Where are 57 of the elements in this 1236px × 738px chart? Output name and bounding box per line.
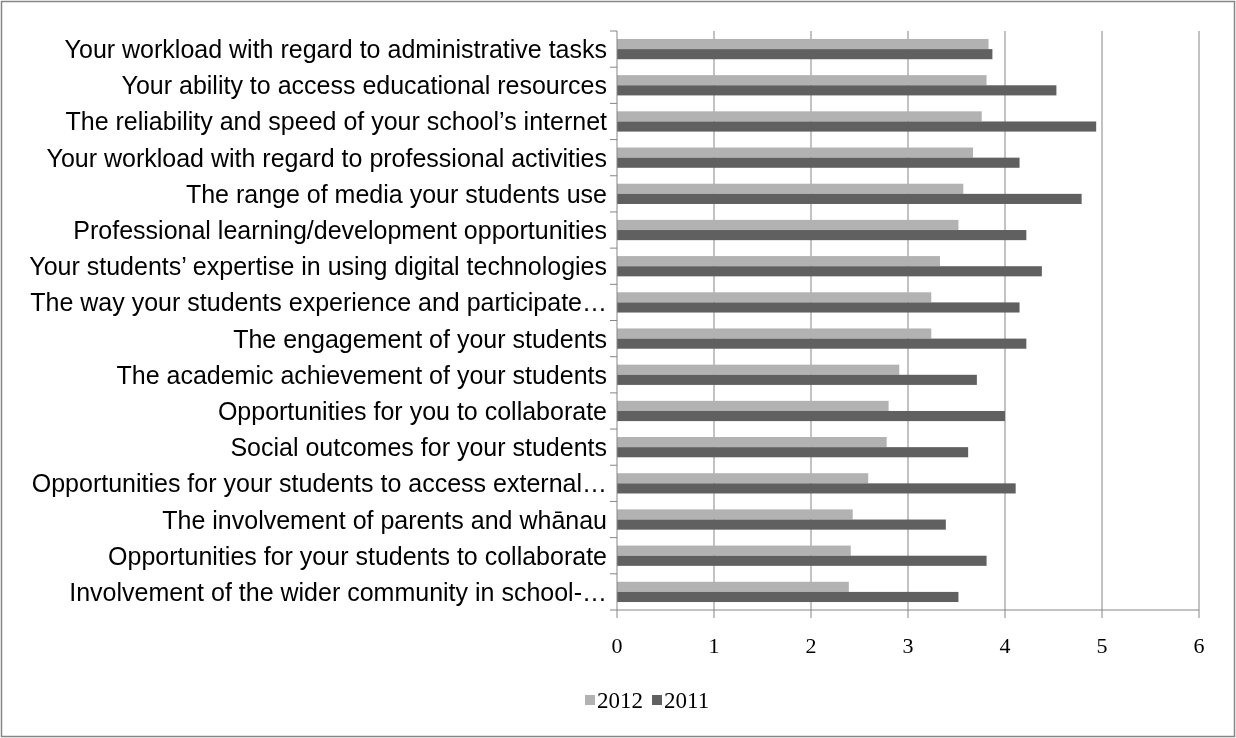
y-tick-label: The reliability and speed of your school’s internet (65, 107, 608, 136)
bar (617, 256, 941, 267)
x-tick-label: 1 (708, 632, 720, 658)
bar (617, 400, 889, 411)
bar (617, 266, 1042, 277)
bar (617, 193, 1082, 204)
bar (617, 437, 887, 448)
legend-label: 2012 (597, 687, 643, 713)
x-tick-label: 0 (611, 632, 623, 658)
y-tick-label: Opportunities for your students to access external… (31, 469, 607, 498)
y-tick-label: The involvement of parents and whānau (162, 505, 607, 534)
bar (617, 338, 1027, 349)
x-tick-label: 2 (805, 632, 817, 658)
y-tick-label: The range of media your students use (185, 179, 607, 208)
legend-label: 2011 (664, 687, 710, 713)
bar (617, 555, 987, 566)
bar (617, 85, 1057, 96)
bar (617, 157, 1020, 168)
y-tick-label: Social outcomes for your students (230, 433, 607, 462)
bar (617, 49, 993, 60)
y-tick-label: Your ability to access educational resources (121, 71, 607, 100)
y-tick-label: Your workload with regard to professional activities (46, 143, 607, 172)
bar (617, 121, 1097, 132)
y-tick-label: The way your students experience and participate… (30, 288, 607, 317)
bar (617, 364, 900, 375)
y-tick-label: The academic achievement of your students (116, 360, 607, 389)
bar (617, 374, 977, 385)
bar (617, 545, 851, 556)
bar (617, 183, 964, 194)
bar (617, 147, 973, 158)
y-tick-label: Opportunities for your students to collaborate (108, 541, 607, 570)
y-tick-label: Professional learning/development opportunities (73, 216, 607, 245)
bar (617, 38, 989, 50)
x-tick-label: 5 (1096, 632, 1108, 658)
y-tick-label: Your students’ expertise in using digital technologies (29, 252, 607, 281)
bar (617, 302, 1020, 313)
bar (617, 483, 1016, 494)
bar (617, 473, 869, 484)
x-tick-label: 4 (999, 632, 1011, 658)
bar (617, 447, 969, 458)
y-tick-label: The engagement of your students (233, 324, 607, 353)
bar (617, 591, 959, 603)
bar (617, 328, 932, 339)
bar (617, 230, 1027, 241)
x-tick-label: 3 (902, 632, 914, 658)
y-tick-label: Involvement of the wider community in school-… (69, 577, 607, 606)
bar (617, 75, 987, 86)
bar (617, 509, 853, 520)
bar (617, 581, 849, 592)
bar (617, 111, 982, 122)
bar (617, 292, 932, 303)
y-tick-label: Opportunities for you to collaborate (217, 396, 607, 425)
bar (617, 519, 946, 530)
bar (617, 219, 959, 231)
y-tick-label: Your workload with regard to administrative tasks (64, 35, 607, 64)
x-tick-label: 6 (1193, 632, 1205, 658)
bar (617, 410, 1005, 422)
